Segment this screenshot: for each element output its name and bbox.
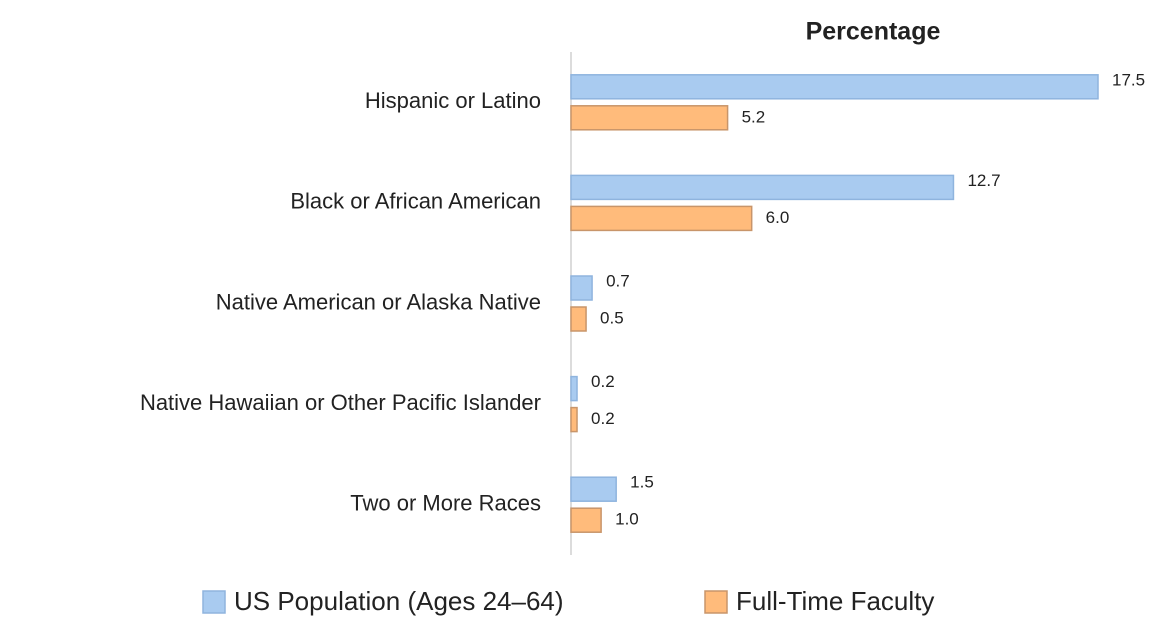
data-label: 5.2 — [742, 107, 766, 126]
chart-title: Percentage — [806, 18, 941, 46]
y-tick-label: Two or More Races — [350, 491, 541, 516]
data-label: 0.7 — [606, 271, 630, 290]
legend-label: Full-Time Faculty — [736, 586, 934, 616]
y-tick-label: Black or African American — [290, 189, 541, 214]
bar — [570, 105, 729, 131]
data-label: 0.2 — [591, 409, 615, 428]
data-label: 12.7 — [967, 171, 1000, 190]
y-tick-label: Hispanic or Latino — [365, 88, 541, 113]
legend-swatch — [202, 590, 226, 614]
legend-label: US Population (Ages 24–64) — [234, 586, 564, 616]
bar — [570, 476, 617, 502]
legend-swatch — [704, 590, 728, 614]
bar — [570, 375, 578, 402]
data-label: 6.0 — [766, 208, 790, 227]
bar — [570, 174, 955, 201]
data-label: 0.2 — [591, 372, 615, 391]
bar — [570, 74, 1099, 100]
y-tick-label: Native Hawaiian or Other Pacific Islande… — [140, 390, 541, 415]
bar — [570, 205, 753, 232]
data-label: 1.0 — [615, 510, 639, 529]
bar — [570, 275, 593, 301]
data-label: 1.5 — [630, 473, 654, 492]
bar — [570, 306, 587, 332]
data-label: 17.5 — [1112, 70, 1145, 89]
bar — [570, 507, 602, 533]
y-tick-label: Native American or Alaska Native — [216, 289, 541, 314]
bar — [570, 406, 578, 433]
data-label: 0.5 — [600, 308, 624, 327]
